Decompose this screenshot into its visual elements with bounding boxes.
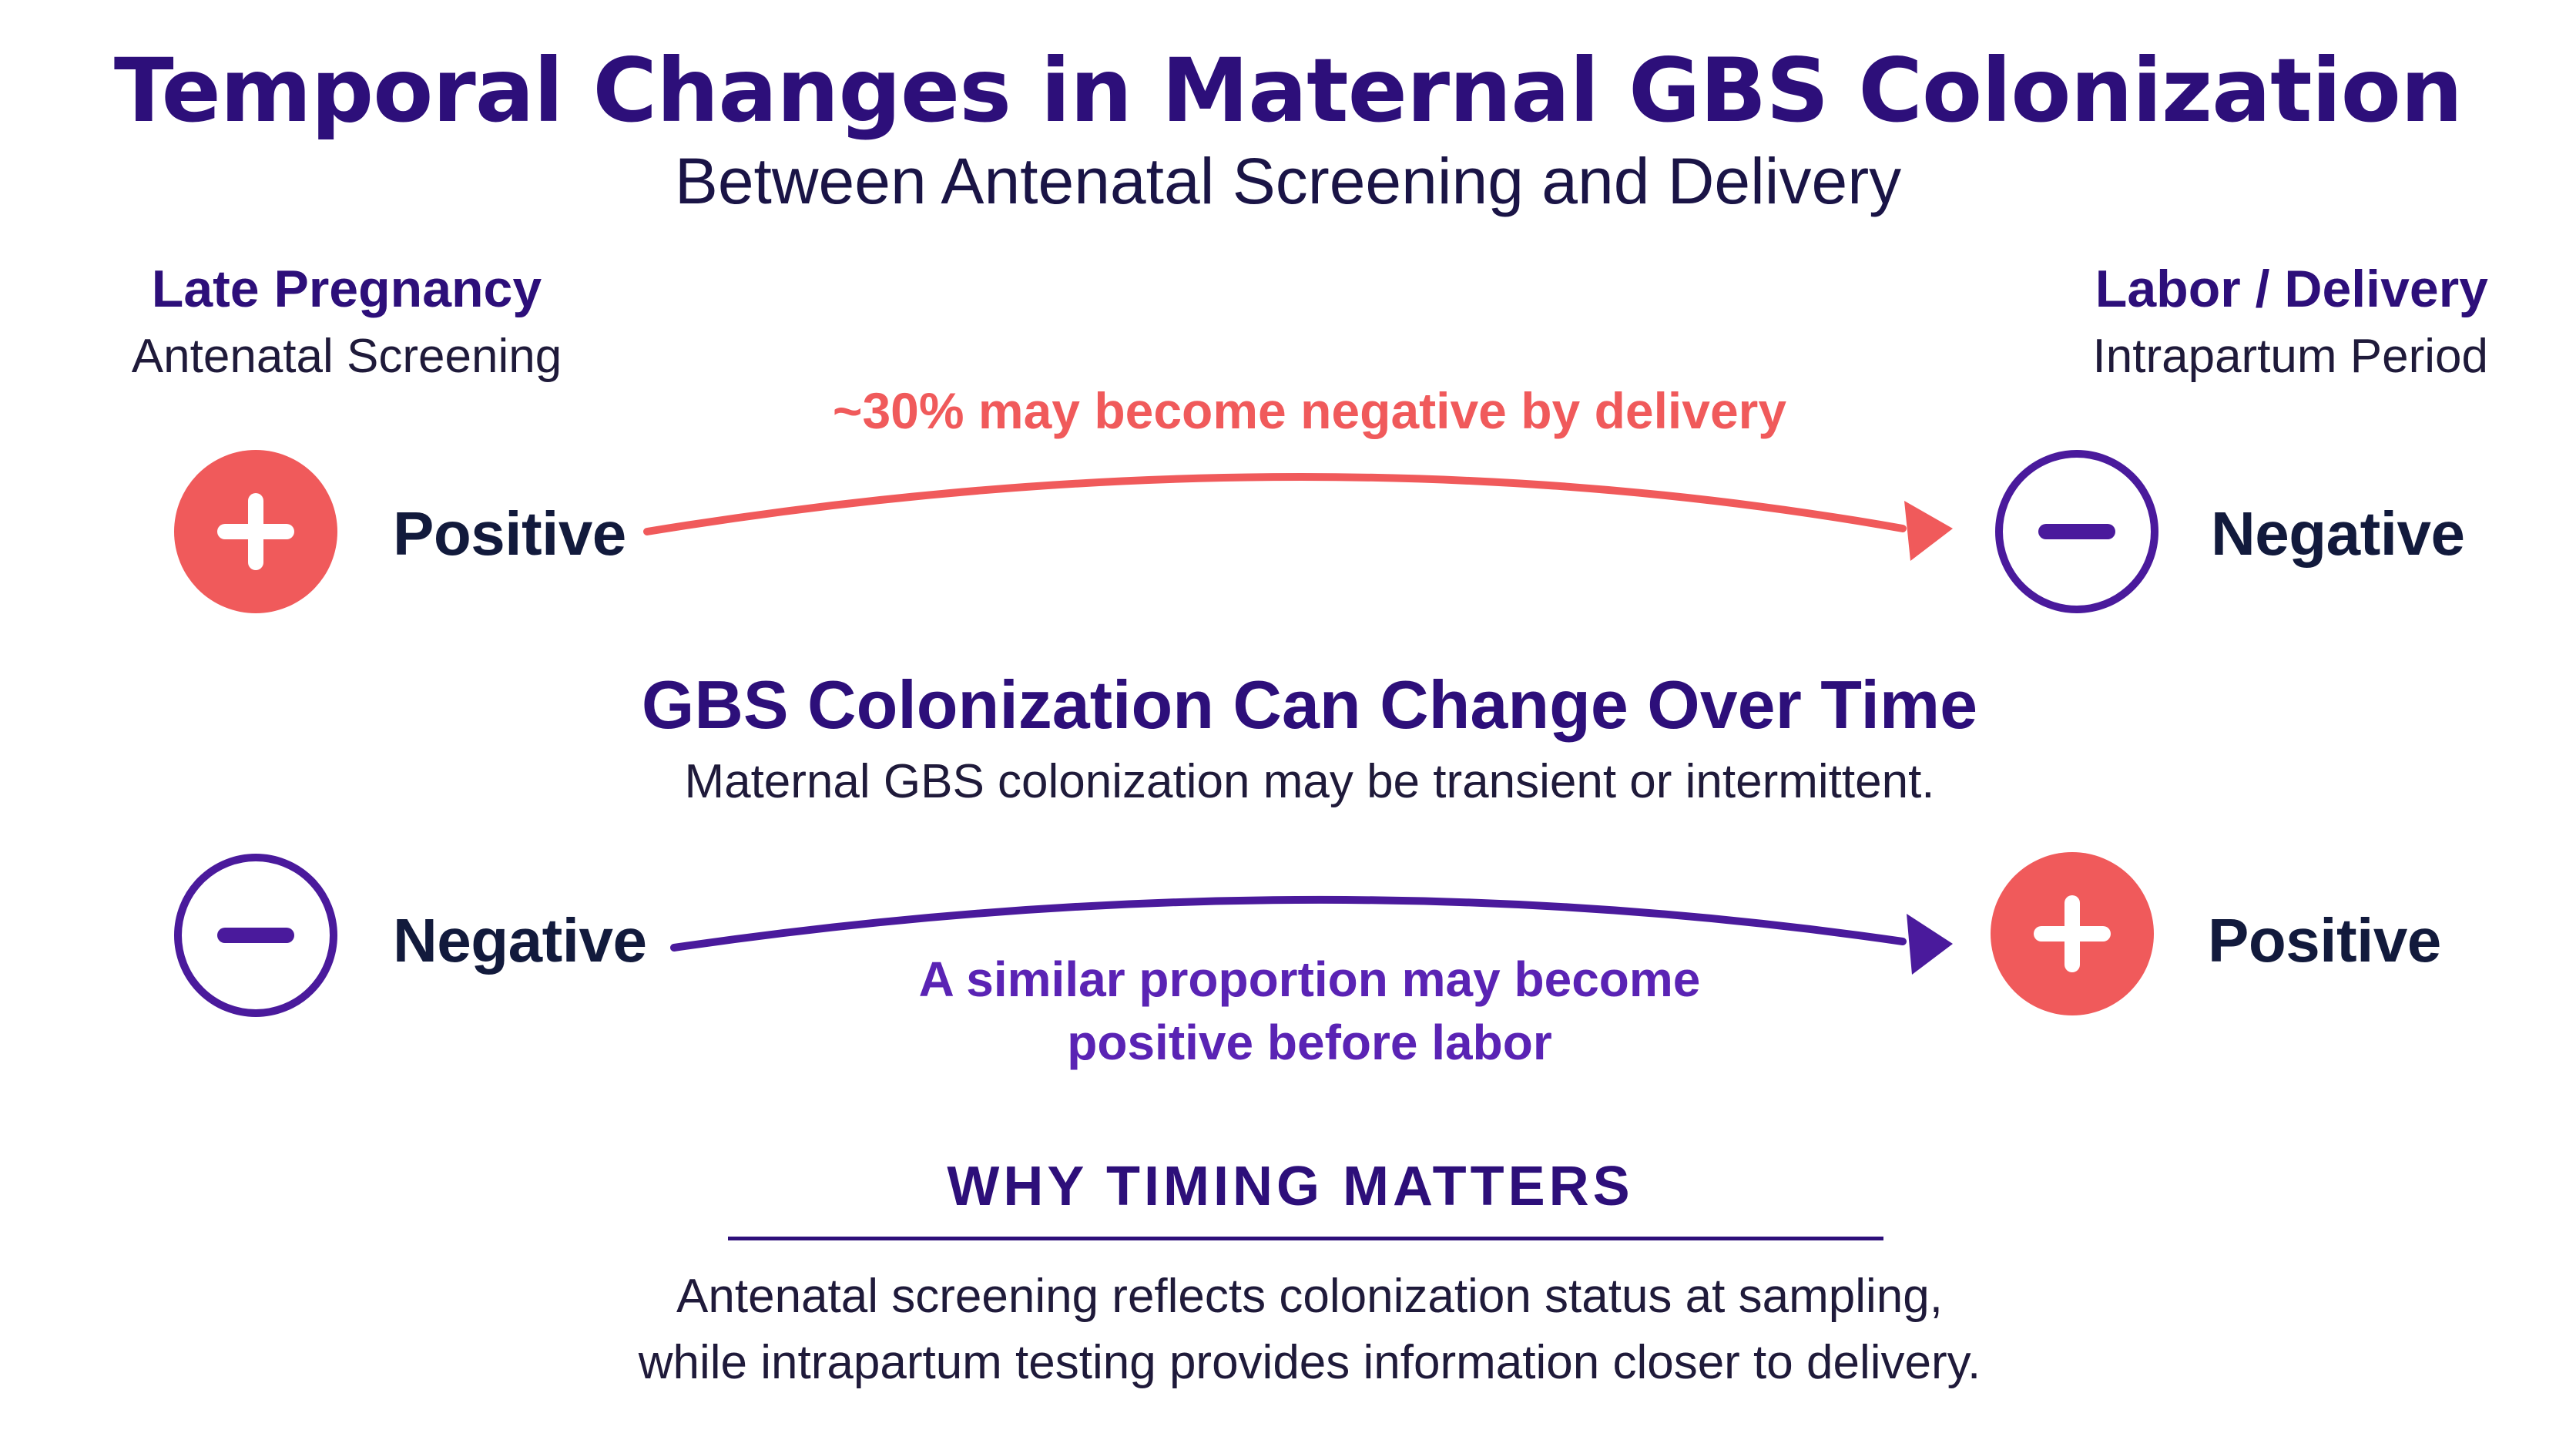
plus-circle-icon <box>1991 852 2154 1015</box>
right-status-negative: Negative <box>2211 499 2465 568</box>
flow-note-negative-to-positive: A similar proportion may become positive… <box>847 948 1772 1074</box>
right-column-subheading: Intrapartum Period <box>2092 330 2488 383</box>
plus-circle-icon <box>174 450 337 613</box>
left-column-heading: Late Pregnancy <box>151 260 542 318</box>
diagram-title: Temporal Changes in Maternal GBS Coloniz… <box>113 39 2463 142</box>
arrowhead-purple <box>1907 914 1953 975</box>
left-column-subheading: Antenatal Screening <box>131 330 562 383</box>
center-text: Maternal GBS colonization may be transie… <box>684 755 1935 808</box>
why-text: Antenatal screening reflects colonizatio… <box>539 1264 2080 1396</box>
flow-note-line-1: A similar proportion may become <box>918 952 1701 1007</box>
arrow-positive-to-negative <box>643 472 1907 535</box>
why-text-line-2: while intrapartum testing provides infor… <box>638 1336 1981 1389</box>
center-heading: GBS Colonization Can Change Over Time <box>641 666 1978 743</box>
why-heading: WHY TIMING MATTERS <box>947 1156 1634 1217</box>
why-text-line-1: Antenatal screening reflects colonizatio… <box>676 1270 1943 1323</box>
left-status-negative: Negative <box>393 906 647 975</box>
diagram-subtitle: Between Antenatal Screening and Delivery <box>674 145 1902 217</box>
arrowhead-red <box>1904 501 1953 561</box>
left-status-positive: Positive <box>393 499 626 568</box>
right-status-positive: Positive <box>2208 906 2441 975</box>
right-column-heading: Labor / Delivery <box>2095 260 2488 318</box>
arrow-negative-to-positive <box>670 895 1907 952</box>
flow-note-line-2: positive before labor <box>1067 1015 1552 1070</box>
divider <box>728 1237 1883 1240</box>
minus-circle-icon <box>1995 450 2158 613</box>
minus-circle-icon <box>174 854 337 1017</box>
flow-note-positive-to-negative: ~30% may become negative by delivery <box>832 382 1787 439</box>
